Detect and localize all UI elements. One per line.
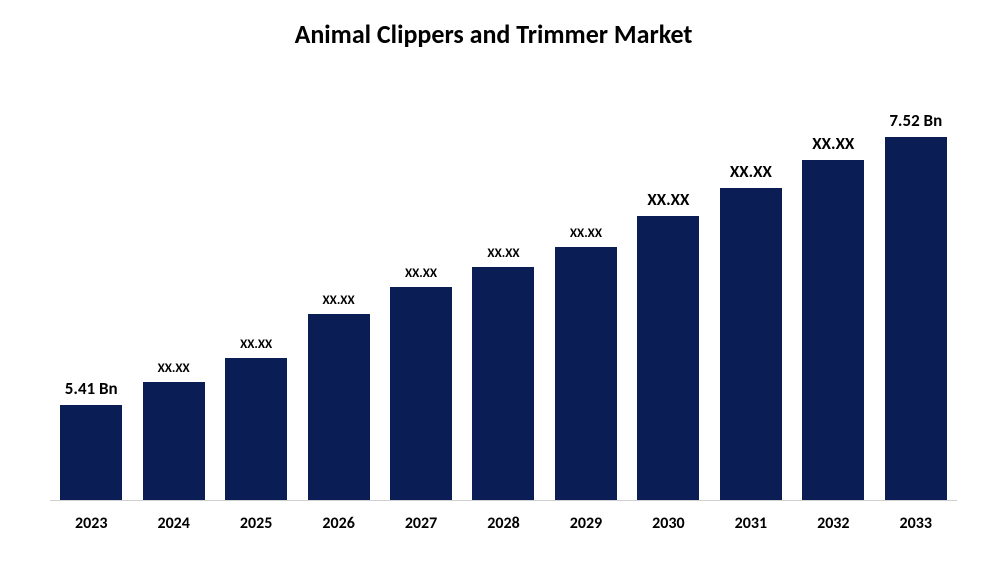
bar-group: XX.XX <box>545 226 627 500</box>
bar-group: XX.XX <box>297 293 379 500</box>
bar-value-label: XX.XX <box>240 337 272 352</box>
x-axis-label: 2029 <box>545 514 627 533</box>
x-axis-label: 2028 <box>462 514 544 533</box>
bar <box>225 358 287 500</box>
bar-value-label: XX.XX <box>158 361 190 376</box>
bar <box>390 287 452 500</box>
bar-group: 7.52 Bn <box>875 110 957 500</box>
x-axis-label: 2033 <box>875 514 957 533</box>
bar-value-label: XX.XX <box>487 246 519 261</box>
chart-plot-area: 5.41 Bn XX.XX XX.XX XX.XX XX.XX XX.XX XX.XX XX.… <box>50 95 957 501</box>
bar <box>802 160 864 500</box>
bar <box>60 405 122 500</box>
x-axis-label: 2023 <box>50 514 132 533</box>
x-axis: 2023202420252026202720282029203020312032… <box>50 514 957 533</box>
bar <box>308 314 370 500</box>
bar-group: XX.XX <box>132 361 214 501</box>
bar <box>555 247 617 500</box>
bar <box>472 267 534 500</box>
x-axis-label: 2026 <box>297 514 379 533</box>
bar <box>885 137 947 500</box>
bar-value-label: 7.52 Bn <box>889 110 942 131</box>
x-axis-label: 2032 <box>792 514 874 533</box>
bar <box>143 382 205 501</box>
x-axis-label: 2030 <box>627 514 709 533</box>
x-axis-label: 2031 <box>710 514 792 533</box>
bar <box>637 216 699 500</box>
chart-title: Animal Clippers and Trimmer Market <box>0 0 987 50</box>
bar-value-label: 5.41 Bn <box>65 378 118 399</box>
bar-group: XX.XX <box>792 133 874 500</box>
x-axis-label: 2024 <box>132 514 214 533</box>
x-axis-label: 2025 <box>215 514 297 533</box>
bar-group: XX.XX <box>380 266 462 500</box>
bar-value-label: XX.XX <box>812 133 854 154</box>
bar-value-label: XX.XX <box>405 266 437 281</box>
bar-value-label: XX.XX <box>730 161 772 182</box>
bar-group: XX.XX <box>710 161 792 500</box>
bar-value-label: XX.XX <box>323 293 355 308</box>
bar-group: XX.XX <box>215 337 297 500</box>
bar-group: 5.41 Bn <box>50 378 132 500</box>
bar-group: XX.XX <box>462 246 544 500</box>
bar-value-label: XX.XX <box>570 226 602 241</box>
bar-value-label: XX.XX <box>647 189 689 210</box>
bar-group: XX.XX <box>627 189 709 500</box>
bar <box>720 188 782 500</box>
x-axis-label: 2027 <box>380 514 462 533</box>
